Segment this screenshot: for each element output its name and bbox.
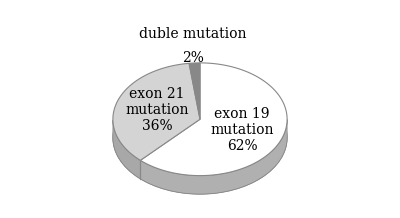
Polygon shape xyxy=(140,119,287,194)
Ellipse shape xyxy=(113,81,287,194)
Text: duble mutation: duble mutation xyxy=(139,27,247,41)
Polygon shape xyxy=(140,63,287,176)
Text: exon 21
mutation
36%: exon 21 mutation 36% xyxy=(125,87,189,133)
Polygon shape xyxy=(113,120,140,179)
Text: 2%: 2% xyxy=(182,51,204,65)
Text: exon 19
mutation
62%: exon 19 mutation 62% xyxy=(210,107,274,153)
Polygon shape xyxy=(189,63,200,119)
Polygon shape xyxy=(113,63,200,160)
